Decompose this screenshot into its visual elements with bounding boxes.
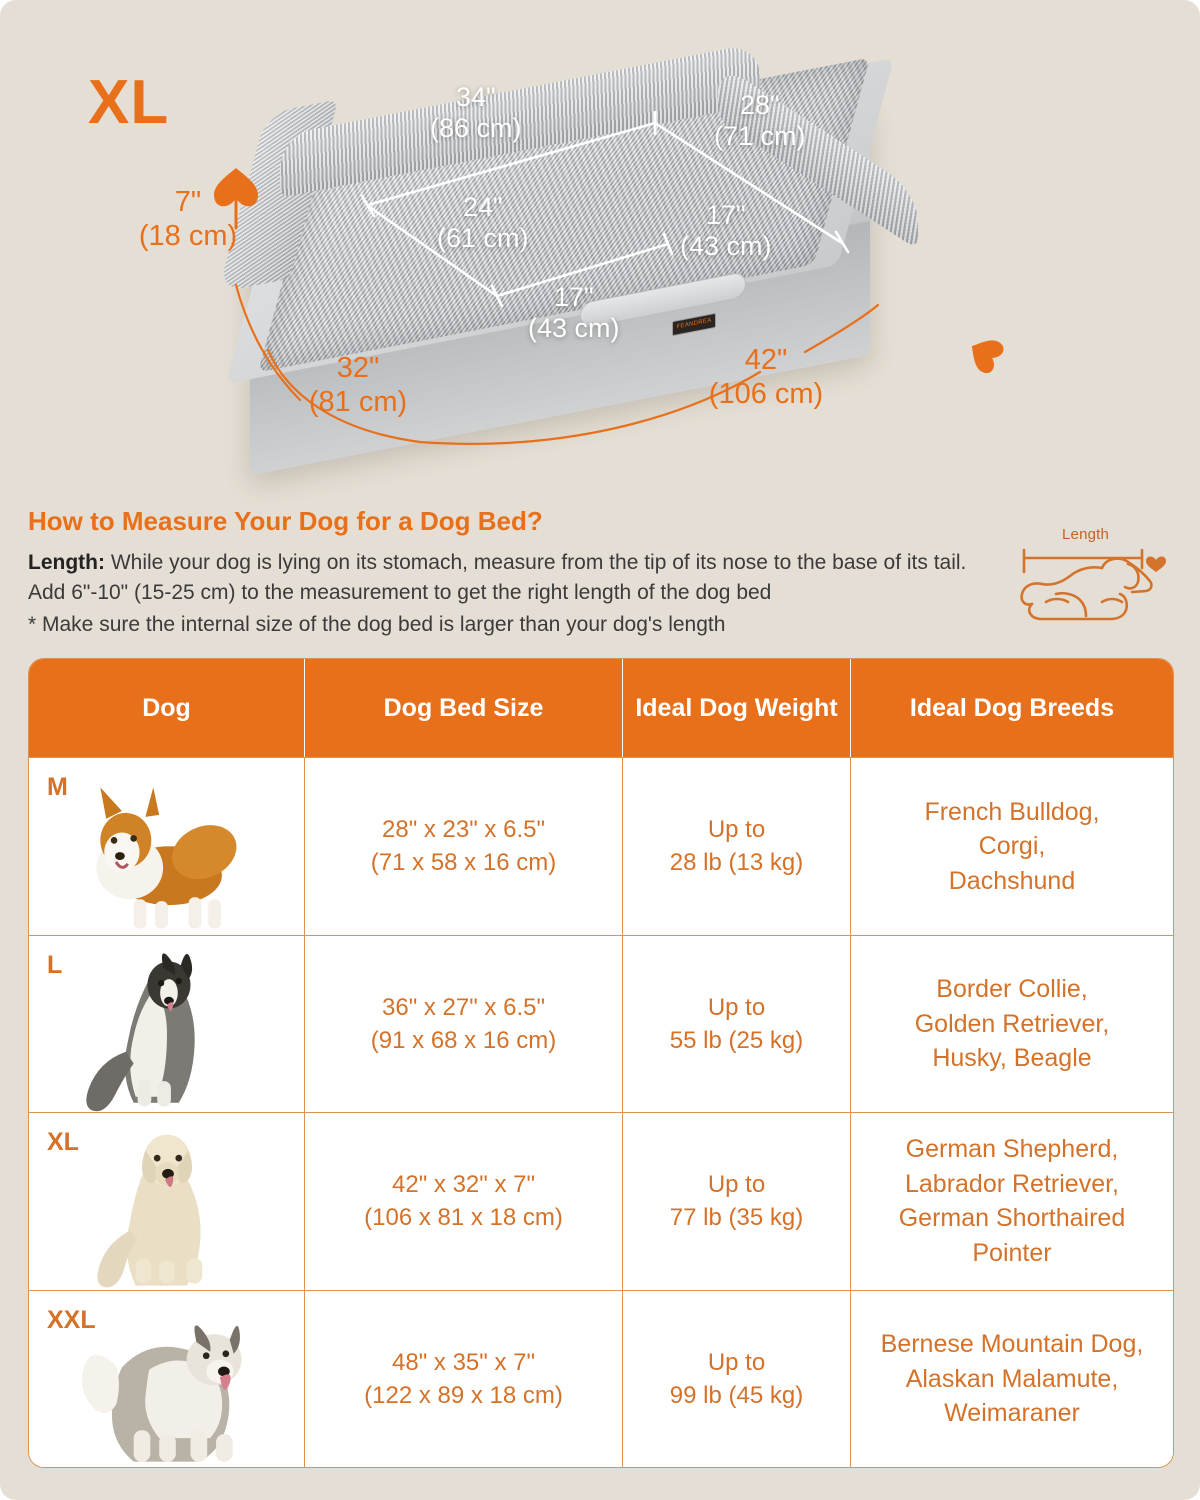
column-header-dog: Dog bbox=[29, 659, 305, 757]
table-row: M bbox=[29, 757, 1173, 935]
dim-label-28in: 28" (71 cm) bbox=[714, 90, 806, 152]
labrador-photo bbox=[97, 1134, 203, 1288]
weight-cell: Up to 99 lb (45 kg) bbox=[623, 1290, 851, 1467]
border-collie-photo bbox=[86, 952, 195, 1111]
weight-line-1: Up to bbox=[707, 816, 766, 844]
malamute-photo bbox=[82, 1324, 242, 1462]
table-row: L bbox=[29, 934, 1173, 1113]
table-header-row: Dog Dog Bed Size Ideal Dog Weight Ideal … bbox=[29, 659, 1173, 757]
bed-size-cell: 36" x 27" x 6.5" (91 x 68 x 16 cm) bbox=[305, 935, 623, 1112]
dim-label-42in-length: 42" (106 cm) bbox=[708, 344, 824, 410]
dim-label-17in-front: 17" (43 cm) bbox=[528, 282, 620, 344]
weight-line-1: Up to bbox=[707, 1171, 766, 1199]
product-size-badge: XL bbox=[88, 68, 170, 137]
breeds-cell: French Bulldog, Corgi, Dachshund bbox=[851, 758, 1173, 935]
bed-size-cell: 48" x 35" x 7" (122 x 89 x 18 cm) bbox=[305, 1290, 623, 1467]
breeds-text: German Shepherd, Labrador Retriever, Ger… bbox=[898, 1135, 1126, 1267]
bed-size-inches: 28" x 23" x 6.5" bbox=[382, 816, 545, 844]
bed-size-cm: (106 x 81 x 18 cm) bbox=[364, 1204, 563, 1232]
measure-section-title: How to Measure Your Dog for a Dog Bed? bbox=[28, 506, 543, 536]
column-header-bed-size: Dog Bed Size bbox=[305, 659, 623, 757]
dog-cell: L bbox=[29, 935, 305, 1112]
bed-size-inches: 48" x 35" x 7" bbox=[392, 1348, 535, 1376]
dim-label-34in: 34" (86 cm) bbox=[430, 82, 522, 144]
measure-note-text: * Make sure the internal size of the dog… bbox=[28, 612, 726, 636]
corgi-photo bbox=[96, 787, 237, 929]
breeds-cell: Border Collie, Golden Retriever, Husky, … bbox=[851, 936, 1173, 1113]
breeds-cell: Bernese Mountain Dog, Alaskan Malamute, … bbox=[851, 1291, 1173, 1468]
bed-size-inches: 42" x 32" x 7" bbox=[392, 1171, 535, 1199]
row-size-label: M bbox=[47, 773, 68, 801]
bed-size-cm: (122 x 89 x 18 cm) bbox=[364, 1381, 563, 1409]
dog-cell: XXL bbox=[29, 1290, 305, 1467]
weight-cell: Up to 55 lb (25 kg) bbox=[623, 935, 851, 1112]
dim-label-7in-height: 7" (18 cm) bbox=[138, 186, 238, 252]
bed-size-cm: (71 x 58 x 16 cm) bbox=[370, 849, 557, 877]
breeds-text: Border Collie, Golden Retriever, Husky, … bbox=[914, 975, 1110, 1072]
breeds-cell: German Shepherd, Labrador Retriever, Ger… bbox=[851, 1113, 1173, 1290]
breeds-text: Bernese Mountain Dog, Alaskan Malamute, … bbox=[880, 1330, 1144, 1427]
diagram-length-label: Length bbox=[1062, 526, 1110, 543]
weight-cell: Up to 77 lb (35 kg) bbox=[623, 1113, 851, 1290]
table-row: XXL bbox=[29, 1289, 1173, 1468]
dog-length-diagram-icon bbox=[1020, 548, 1166, 621]
column-header-breeds: Ideal Dog Breeds bbox=[909, 693, 1115, 722]
bed-size-inches: 36" x 27" x 6.5" bbox=[382, 993, 545, 1021]
bed-size-cell: 28" x 23" x 6.5" (71 x 58 x 16 cm) bbox=[305, 758, 623, 935]
dog-cell: XL bbox=[29, 1113, 305, 1290]
breeds-text: French Bulldog, Corgi, Dachshund bbox=[924, 797, 1100, 895]
row-size-label: XL bbox=[47, 1128, 79, 1156]
weight-line-2: 55 lb (25 kg) bbox=[669, 1026, 804, 1054]
dim-label-17in-right: 17" (43 cm) bbox=[680, 200, 772, 262]
heart-marker-right-icon bbox=[971, 340, 1004, 374]
dog-cell: M bbox=[29, 758, 305, 935]
weight-line-2: 99 lb (45 kg) bbox=[669, 1381, 804, 1409]
dog-size-table: Dog Dog Bed Size Ideal Dog Weight Ideal … bbox=[28, 658, 1174, 1468]
dim-label-32in-width: 32" (81 cm) bbox=[308, 352, 408, 418]
hero-product-section: XL FEANDREA bbox=[0, 0, 1200, 476]
row-size-label: L bbox=[47, 950, 63, 979]
weight-line-2: 28 lb (13 kg) bbox=[669, 849, 804, 877]
weight-line-1: Up to bbox=[707, 1348, 766, 1376]
row-size-label: XXL bbox=[47, 1305, 96, 1334]
how-to-measure-section: How to Measure Your Dog for a Dog Bed? L… bbox=[0, 472, 1200, 652]
length-label: Length: bbox=[28, 551, 105, 574]
table-row: XL bbox=[29, 1112, 1173, 1290]
column-header-weight: Ideal Dog Weight bbox=[623, 659, 851, 757]
bed-size-cm: (91 x 68 x 16 cm) bbox=[370, 1026, 557, 1054]
weight-line-2: 77 lb (35 kg) bbox=[669, 1204, 804, 1232]
measure-section-body: Length: While your dog is lying on its s… bbox=[28, 548, 978, 639]
bed-size-cell: 42" x 32" x 7" (106 x 81 x 18 cm) bbox=[305, 1113, 623, 1290]
weight-line-1: Up to bbox=[707, 993, 766, 1021]
dim-label-24in: 24" (61 cm) bbox=[437, 192, 529, 254]
weight-cell: Up to 28 lb (13 kg) bbox=[623, 758, 851, 935]
length-instruction-text: While your dog is lying on its stomach, … bbox=[28, 551, 967, 604]
heart-icon bbox=[1146, 556, 1166, 572]
